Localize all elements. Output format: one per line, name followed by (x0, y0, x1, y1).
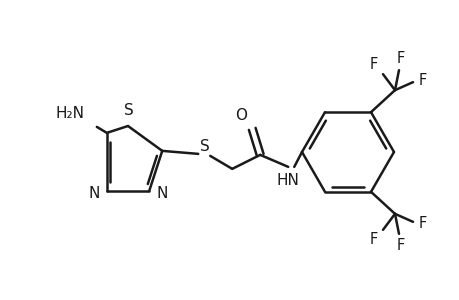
Text: O: O (235, 108, 246, 123)
Text: F: F (369, 57, 377, 72)
Text: H₂N: H₂N (56, 106, 84, 121)
Text: F: F (369, 232, 377, 247)
Text: N: N (156, 186, 167, 201)
Text: F: F (418, 73, 426, 88)
Text: F: F (396, 51, 404, 66)
Text: F: F (396, 238, 404, 253)
Text: F: F (418, 216, 426, 231)
Text: S: S (124, 103, 134, 118)
Text: HN: HN (276, 173, 299, 188)
Text: N: N (88, 186, 100, 201)
Text: S: S (200, 139, 210, 154)
